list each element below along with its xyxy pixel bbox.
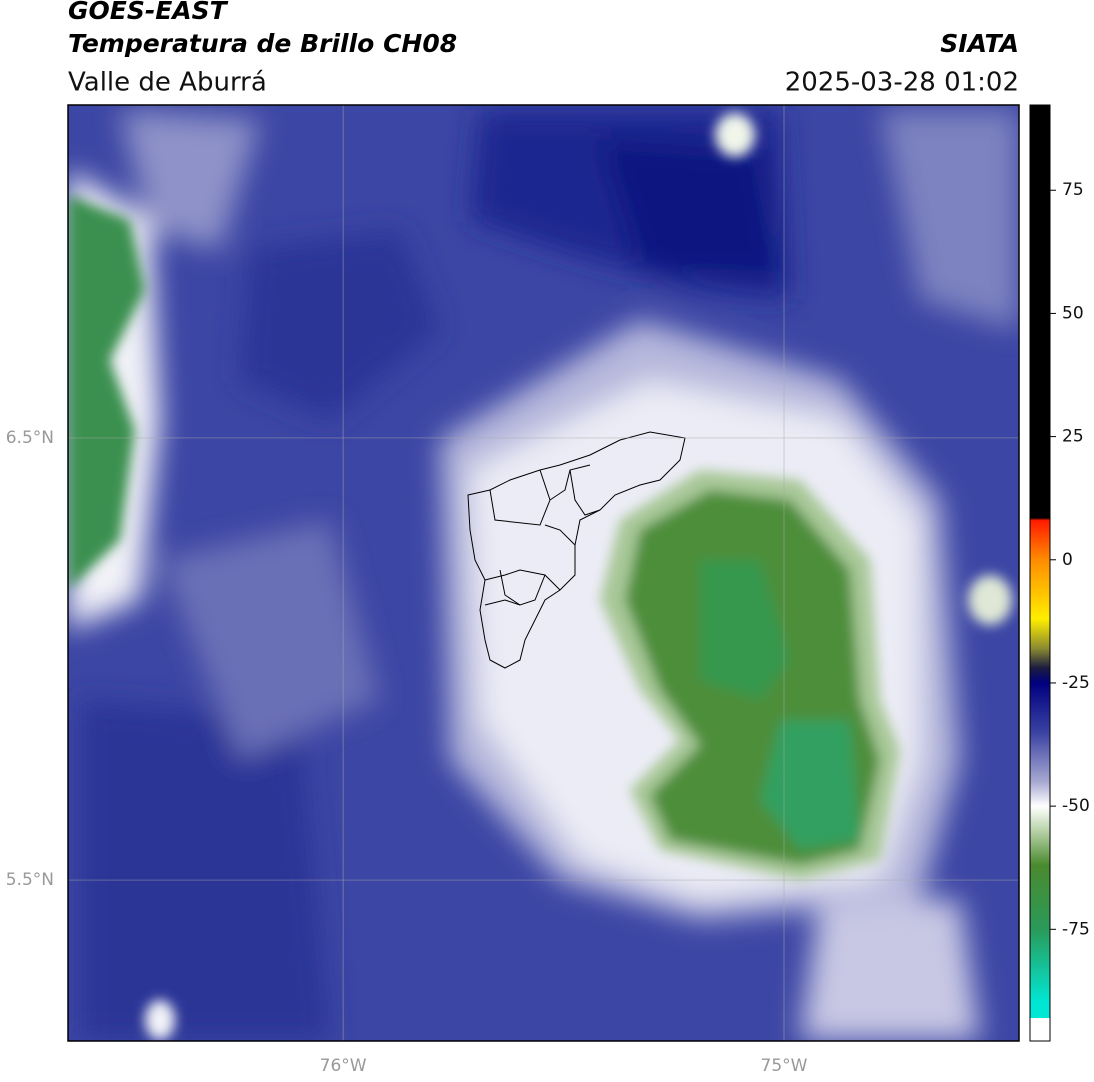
x-tick-label: 75°W bbox=[761, 1056, 808, 1076]
colorbar-tick-label: -50 bbox=[1062, 796, 1090, 816]
colorbar bbox=[1030, 105, 1050, 1018]
datetime: 2025-03-28 01:02 bbox=[785, 68, 1019, 98]
colorbar-tick-label: 75 bbox=[1062, 180, 1084, 200]
map-frame bbox=[67, 104, 1020, 1042]
colorbar-tick-label: -25 bbox=[1062, 673, 1090, 693]
colorbar-tick-label: 0 bbox=[1062, 550, 1073, 570]
municipal-boundaries bbox=[467, 431, 686, 669]
colorbar-tick-label: -75 bbox=[1062, 919, 1090, 939]
title: GOES-EAST bbox=[68, 0, 229, 25]
y-tick-label: 5.5°N bbox=[6, 870, 54, 890]
subtitle: Temperatura de Brillo CH08 bbox=[68, 29, 457, 58]
colorbar-tick-label: 25 bbox=[1062, 427, 1084, 447]
x-tick-label: 76°W bbox=[320, 1056, 367, 1076]
y-tick-label: 6.5°N bbox=[6, 428, 54, 448]
colorbar-frame bbox=[1029, 104, 1051, 1042]
satellite-image bbox=[68, 105, 1019, 1041]
colorbar-tick-label: 50 bbox=[1062, 303, 1084, 323]
region: Valle de Aburrá bbox=[68, 68, 267, 98]
source: SIATA bbox=[940, 29, 1019, 58]
colorbar-extension bbox=[1030, 1018, 1050, 1041]
